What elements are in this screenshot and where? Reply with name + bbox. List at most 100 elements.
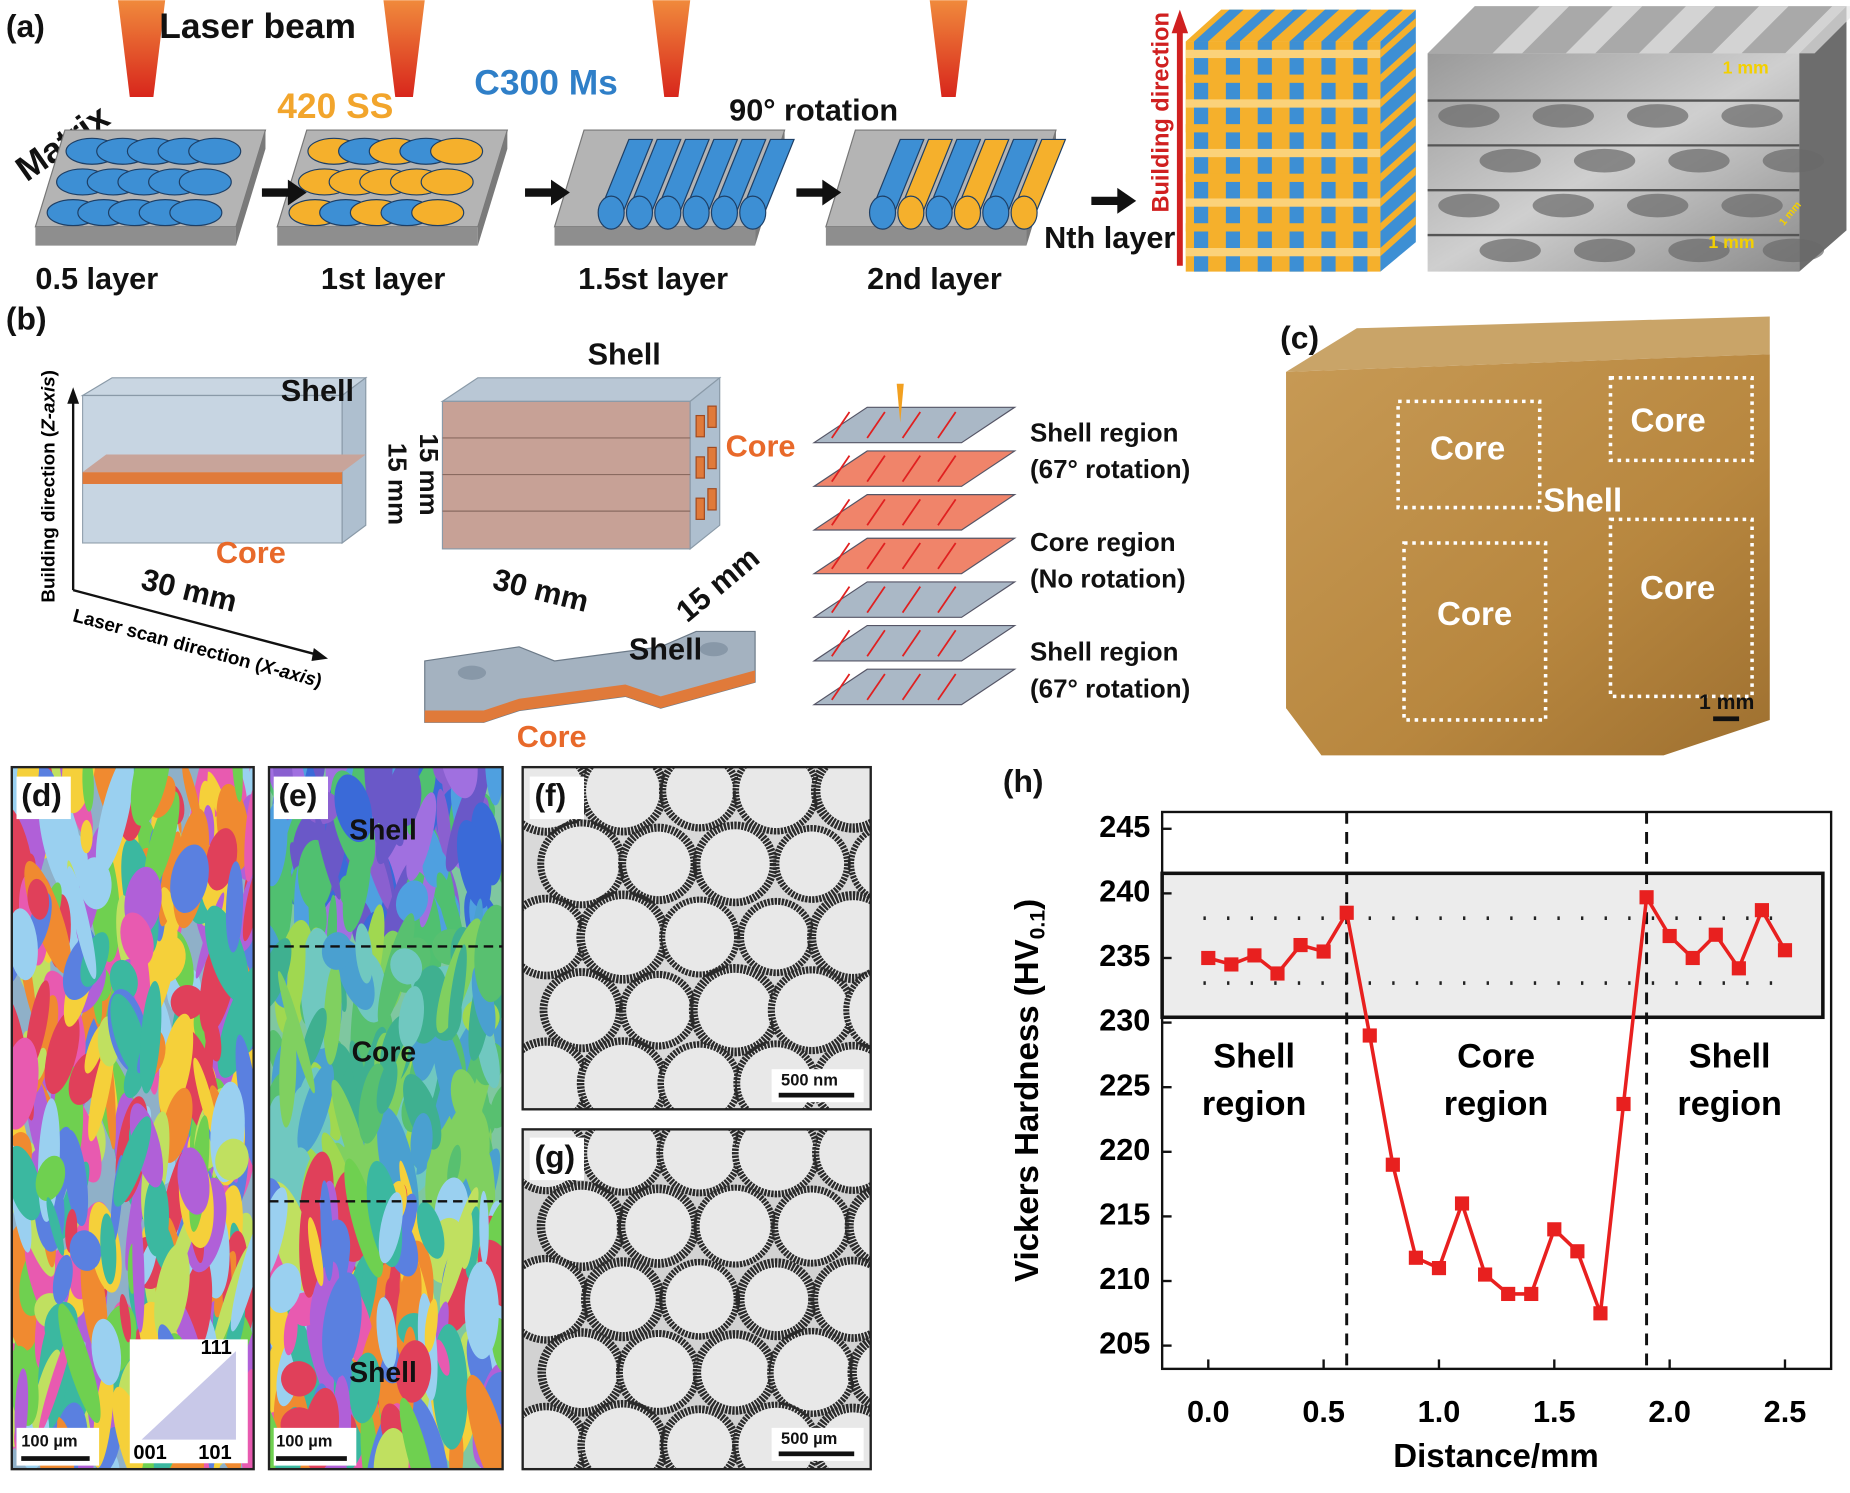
y-tick-label: 210 xyxy=(1099,1262,1150,1296)
grain xyxy=(323,963,342,1065)
cell-wall xyxy=(537,1328,626,1417)
hole xyxy=(699,642,728,657)
grain xyxy=(80,819,93,854)
data-point xyxy=(1662,928,1677,944)
melt-pool xyxy=(1573,238,1636,263)
data-point xyxy=(1224,957,1239,972)
panel-label: (g) xyxy=(534,1138,575,1174)
layer xyxy=(812,668,1017,706)
ebsd-e xyxy=(269,767,503,1470)
melt-pool xyxy=(1532,104,1594,128)
stack-label: Core region xyxy=(1030,529,1176,557)
melt-pool xyxy=(1438,104,1500,128)
region-label: Core xyxy=(1457,1038,1535,1076)
stripe xyxy=(1225,9,1276,42)
scan-arrow xyxy=(866,542,886,570)
grain xyxy=(27,878,50,920)
cell-wall xyxy=(688,964,782,1057)
stripe xyxy=(1185,124,1381,133)
scale-bar xyxy=(778,1092,855,1098)
cell-wall xyxy=(618,823,699,905)
layer-label: 1.5st layer xyxy=(578,262,728,296)
scan-arrow xyxy=(901,455,922,483)
panel-label: (a) xyxy=(6,8,45,44)
layer xyxy=(812,581,1017,618)
stripe xyxy=(1185,198,1381,207)
dim-label: 15 mm xyxy=(382,443,410,525)
core-label: Core xyxy=(726,430,796,464)
grain xyxy=(11,767,34,847)
region-label: region xyxy=(1444,1085,1549,1123)
grain xyxy=(279,1016,297,1128)
core-label: Core xyxy=(1437,595,1512,632)
grain xyxy=(309,1261,340,1336)
panel-frames xyxy=(10,765,872,1471)
block-top xyxy=(1286,316,1770,372)
cell-wall xyxy=(616,1184,701,1268)
axis-label-part: Building direction ( xyxy=(38,430,59,603)
panel-b: (b) Building direction (Z-axis) Laser sc… xyxy=(6,301,1190,754)
grain xyxy=(11,1037,39,1130)
tem-f xyxy=(522,767,871,1110)
cell-wall xyxy=(576,1037,670,1110)
grain xyxy=(373,1428,409,1470)
grain xyxy=(52,1254,73,1304)
grain xyxy=(410,1113,433,1170)
data-point xyxy=(1708,927,1723,942)
plate-front xyxy=(35,226,236,246)
dim-label: 30 mm xyxy=(490,562,592,618)
plate-side xyxy=(235,130,266,246)
grain xyxy=(53,827,88,883)
x-tick-label: 1.5 xyxy=(1533,1395,1576,1429)
band xyxy=(1492,6,1570,54)
laser-beam xyxy=(383,0,425,97)
scale-bar xyxy=(21,1456,90,1461)
scan-arrow xyxy=(901,498,922,526)
track xyxy=(188,137,242,165)
tem-g xyxy=(522,1129,871,1470)
grain xyxy=(322,1272,362,1379)
hole xyxy=(457,665,487,680)
grain xyxy=(344,1158,384,1278)
axis-label-part: ) xyxy=(38,370,59,376)
track-end xyxy=(1010,195,1038,230)
grain xyxy=(225,861,244,953)
track xyxy=(169,199,223,227)
grain xyxy=(307,1217,324,1287)
scale-bar xyxy=(1713,716,1740,722)
grain xyxy=(445,767,491,872)
stripe xyxy=(1380,141,1416,182)
grain xyxy=(69,1230,102,1271)
grain xyxy=(448,944,467,1041)
plate-front xyxy=(277,226,478,246)
x-tick-label: 1.0 xyxy=(1418,1395,1461,1429)
y-axis-label-part: 0.1 xyxy=(1026,910,1049,940)
x-tick-label: 0.5 xyxy=(1302,1395,1345,1429)
layer-label: 0.5 layer xyxy=(35,262,158,296)
scale-label: 500 nm xyxy=(781,1071,838,1089)
panel-a: (a) Laser beam Matrix 420 SS C300 Ms 90°… xyxy=(6,0,1850,296)
axis-label-part: Z-axis xyxy=(38,376,59,432)
scan-arrow xyxy=(901,629,922,657)
stack-label: (No rotation) xyxy=(1030,566,1186,594)
scan-arrow xyxy=(866,629,886,657)
axis-label: Building direction (Z-axis) xyxy=(38,370,59,603)
stripe xyxy=(1380,191,1416,232)
grain xyxy=(321,932,353,970)
grain xyxy=(119,1293,132,1343)
shell-label: Shell xyxy=(588,338,661,372)
grain xyxy=(360,1404,380,1470)
grain xyxy=(100,1213,117,1285)
label-box xyxy=(529,776,585,820)
grain xyxy=(459,1207,473,1269)
grain xyxy=(364,767,393,824)
grain xyxy=(312,767,326,781)
grain xyxy=(11,1145,42,1221)
region-label: Core xyxy=(352,1035,416,1067)
grain xyxy=(120,912,154,967)
layer-label: 1st layer xyxy=(321,262,445,296)
layer-label: Nth layer xyxy=(1044,221,1175,255)
plot-frame xyxy=(1160,810,1833,1371)
stripe xyxy=(1380,216,1416,257)
